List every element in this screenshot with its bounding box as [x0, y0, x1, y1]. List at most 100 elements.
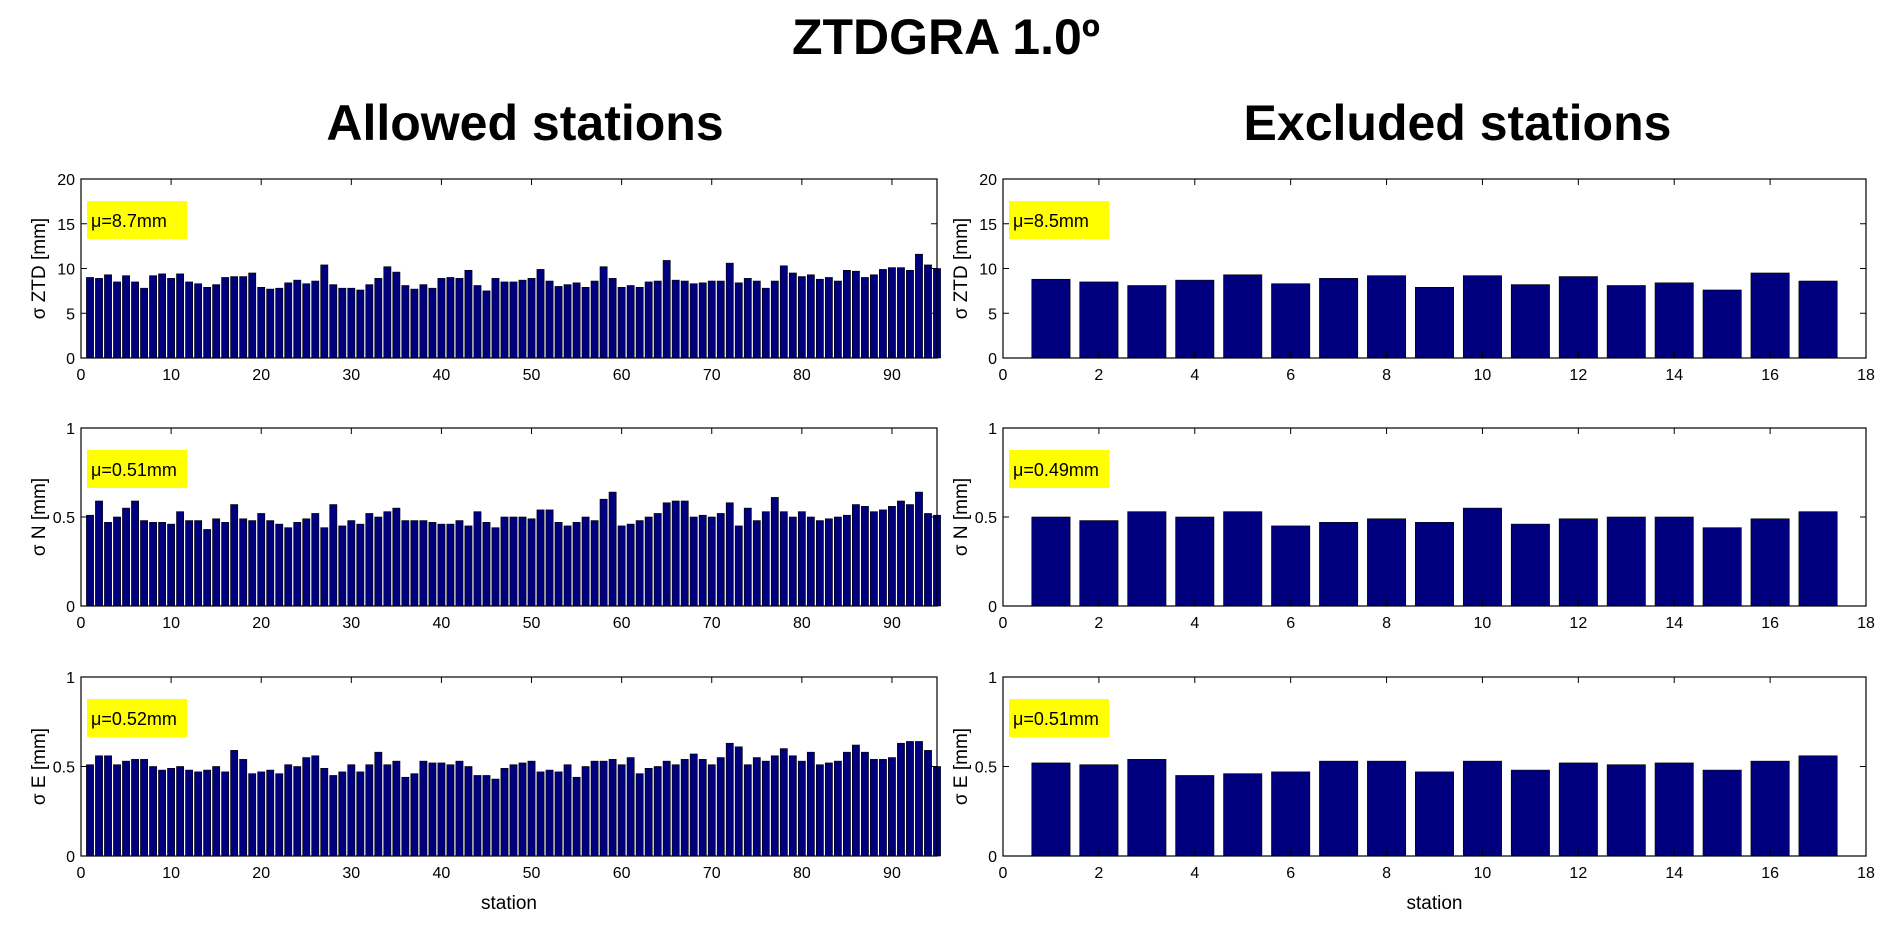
x-tick-label: 60	[613, 615, 631, 632]
bar	[897, 742, 905, 857]
bar	[1079, 281, 1119, 359]
bar	[212, 284, 221, 359]
bar	[617, 764, 626, 857]
bar	[329, 284, 338, 359]
bar	[1367, 760, 1407, 857]
x-tick-label: 8	[1382, 865, 1391, 882]
x-tick-label: 16	[1761, 615, 1779, 632]
bar	[906, 269, 914, 359]
bar	[888, 757, 896, 857]
bar	[302, 283, 311, 359]
bar	[1606, 516, 1646, 607]
bar	[401, 520, 410, 607]
bar	[725, 502, 734, 607]
y-tick-label: 0	[66, 351, 75, 368]
bar	[779, 511, 788, 607]
y-tick-label: 15	[57, 217, 75, 234]
bar	[392, 271, 401, 359]
bar	[644, 516, 653, 607]
bar	[797, 760, 806, 857]
bar	[743, 764, 752, 857]
x-tick-label: 90	[883, 865, 901, 882]
bar	[1606, 285, 1646, 359]
bar	[1271, 525, 1311, 607]
bar	[437, 762, 446, 857]
bar	[1271, 283, 1311, 359]
bar	[509, 281, 518, 359]
bar	[185, 769, 194, 857]
y-tick-label: 1	[66, 670, 75, 687]
bar	[158, 522, 167, 607]
bar	[302, 518, 311, 607]
bar	[1031, 762, 1071, 857]
bar	[906, 504, 914, 607]
bar	[374, 751, 383, 857]
bar	[833, 280, 842, 359]
x-tick-label: 18	[1857, 615, 1875, 632]
bar	[536, 269, 545, 359]
bar	[707, 764, 716, 857]
bar	[320, 767, 329, 857]
bar	[167, 767, 176, 857]
bar	[275, 523, 284, 607]
y-tick-label: 5	[66, 306, 75, 323]
chart-excluded-e: 0 2 4 6 8 10 12 14 16 18 0 0.5 1 σ E [mm] station μ=0.5…	[951, 670, 1875, 914]
x-tick-label: 80	[793, 615, 811, 632]
bar	[527, 278, 536, 359]
bar	[1702, 769, 1742, 857]
y-tick-label: 20	[57, 172, 75, 189]
bar	[1702, 289, 1742, 359]
x-tick-label: 10	[1474, 367, 1492, 384]
mean-box	[1009, 201, 1109, 239]
bar	[599, 760, 608, 857]
x-tick-label: 16	[1761, 865, 1779, 882]
bar	[122, 760, 130, 857]
bar	[527, 518, 536, 607]
bar	[257, 771, 266, 857]
bar	[347, 764, 356, 857]
bar	[527, 760, 536, 857]
bar	[752, 280, 761, 359]
bar	[563, 525, 572, 607]
bar	[725, 742, 734, 857]
bar	[554, 522, 563, 607]
bar	[797, 511, 806, 607]
bar	[428, 287, 437, 359]
x-tick-label: 40	[433, 615, 451, 632]
x-tick-label: 70	[703, 865, 721, 882]
bar	[734, 525, 743, 607]
bar	[1319, 522, 1359, 607]
mean-box	[87, 450, 187, 488]
bar	[554, 286, 563, 359]
x-tick-label: 8	[1382, 367, 1391, 384]
bar	[716, 513, 725, 607]
bar	[554, 771, 563, 857]
bar	[734, 282, 743, 359]
bar	[374, 516, 383, 607]
bar	[464, 525, 473, 607]
y-axis-label: σ E [mm]	[29, 728, 50, 805]
bar	[716, 757, 725, 857]
x-tick-label: 0	[999, 865, 1008, 882]
bar	[410, 773, 419, 857]
bar	[455, 278, 464, 359]
bar	[500, 516, 509, 607]
bar	[599, 266, 608, 359]
bar	[888, 506, 896, 607]
x-tick-label: 4	[1190, 367, 1199, 384]
bar	[239, 759, 248, 857]
mean-box	[1009, 450, 1109, 488]
bar	[644, 281, 653, 359]
bar	[122, 275, 130, 359]
bar	[915, 253, 923, 359]
bar	[365, 764, 374, 857]
bar	[482, 522, 491, 607]
bar	[167, 278, 176, 359]
y-tick-label: 0	[66, 599, 75, 616]
bar	[1798, 511, 1838, 607]
bar	[248, 520, 257, 607]
chart-allowed-ztd: 0 10 20 30 40 50 60 70 80 90 0 5 10 15 20 σ ZTD [mm] μ=8…	[29, 172, 941, 384]
bar	[861, 506, 869, 607]
bar	[879, 759, 887, 857]
x-tick-label: 20	[252, 615, 270, 632]
